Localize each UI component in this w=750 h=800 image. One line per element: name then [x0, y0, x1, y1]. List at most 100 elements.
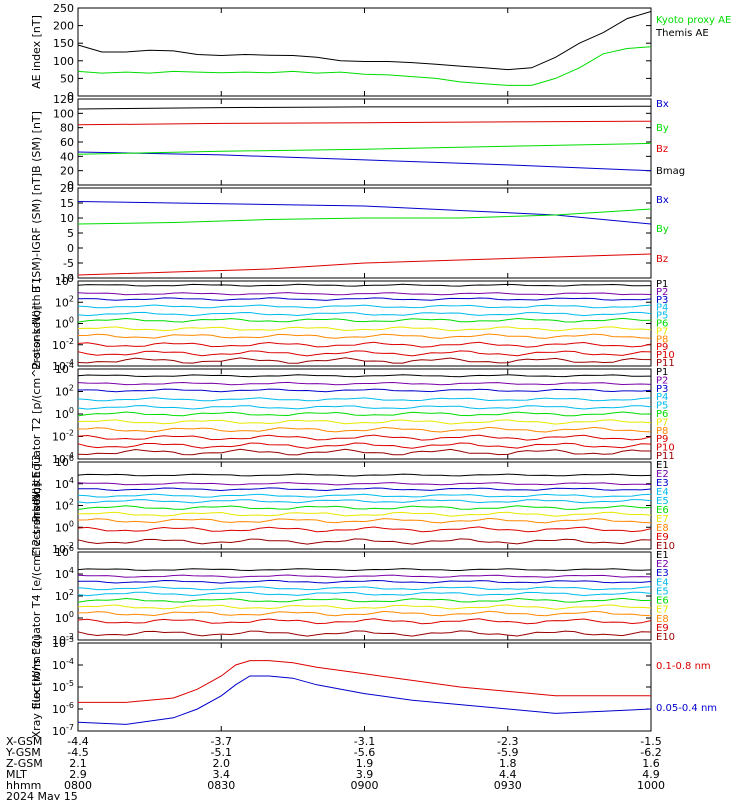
- series-line-p1: [77, 283, 652, 287]
- footer-row-label: Z-GSM: [6, 757, 43, 770]
- legend-entry-e1: E1: [656, 460, 669, 471]
- legend-entry-p7: P7: [656, 326, 668, 337]
- y-tick-label: 10-3: [52, 635, 74, 650]
- footer-value-hhmm: 0900: [351, 779, 379, 792]
- series-line-p6: [77, 317, 652, 323]
- legend-entry-e7: E7: [656, 605, 669, 616]
- y-tick-label: 80: [60, 122, 74, 135]
- series-line-bx: [77, 151, 652, 172]
- y-tick-label: -5: [63, 257, 74, 270]
- series-line-e10: [77, 630, 652, 637]
- footer-value-hhmm: 1000: [637, 779, 665, 792]
- legend-entry-p9: P9: [656, 342, 668, 353]
- footer-row-label: X-GSM: [6, 735, 42, 748]
- legend-entry-p10: P10: [656, 350, 675, 361]
- series-line-p1: [77, 374, 652, 378]
- y-tick-label: 0: [67, 179, 74, 192]
- legend-entry-e6: E6: [656, 505, 669, 516]
- series-line-e1: [77, 568, 652, 572]
- series-line-e6: [77, 597, 652, 603]
- legend-entry-e2: E2: [656, 559, 669, 570]
- series-line-p9: [77, 341, 652, 348]
- y-tick-label: 104: [55, 476, 74, 491]
- footer-value-x: -3.7: [211, 735, 232, 748]
- legend-entry-e4: E4: [656, 577, 669, 588]
- series-line-by: [77, 142, 652, 155]
- series-line-p5: [77, 311, 652, 317]
- series-line-p10: [77, 350, 652, 357]
- legend-entry-p11: P11: [656, 358, 675, 369]
- footer-row-label: hhmm: [6, 779, 41, 792]
- legend-entry-p2: P2: [656, 287, 668, 298]
- legend-entry-0-05-0-4-nm: 0.05-0.4 nm: [656, 703, 717, 714]
- legend-entry-p9: P9: [656, 434, 668, 445]
- series-line-e8: [77, 517, 652, 524]
- series-line-p3: [77, 297, 652, 301]
- footer-value-hhmm: 0830: [207, 779, 235, 792]
- y-tick-label: 10-4: [52, 657, 74, 672]
- series-line-p2: [77, 381, 652, 386]
- legend-entry-p8: P8: [656, 426, 668, 437]
- footer-value-x: -4.4: [67, 735, 88, 748]
- y-tick-label: 10-5: [52, 679, 74, 694]
- footer-value-mlt: 4.4: [499, 768, 517, 781]
- legend-entry-themis-ae: Themis AE: [655, 28, 709, 39]
- legend-entry-p3: P3: [656, 295, 668, 306]
- legend-entry-p7: P7: [656, 417, 668, 428]
- y-tick-label: 250: [53, 2, 74, 15]
- series-line-bmag: [77, 105, 652, 110]
- y-tick-label: 100: [55, 519, 74, 534]
- series-line-e7: [77, 604, 652, 610]
- y-tick-label: 10: [60, 212, 74, 225]
- footer-value-hhmm: 0930: [494, 779, 522, 792]
- footer-value-z: 2.0: [213, 757, 231, 770]
- legend-entry-e3: E3: [656, 478, 669, 489]
- legend-entry-p6: P6: [656, 409, 668, 420]
- series-line-e4: [77, 586, 652, 591]
- series-line-e1: [77, 473, 652, 477]
- y-axis-label: Electrons Equator T4 [e/(cm^2-s-sr-keV)]: [30, 483, 43, 709]
- y-tick-label: 100: [55, 406, 74, 421]
- series-line-p11: [77, 448, 651, 456]
- legend-entry-p8: P8: [656, 334, 668, 345]
- footer-value-z: 1.9: [356, 757, 374, 770]
- legend-entry-0-1-0-8-nm: 0.1-0.8 nm: [656, 661, 711, 672]
- y-tick-label: 0: [67, 90, 74, 103]
- series-line-p5: [77, 405, 652, 410]
- y-axis-label: Electrons North T3: [30, 454, 43, 556]
- y-tick-label: 10-2: [52, 337, 74, 352]
- series-line-e10: [77, 538, 652, 545]
- series-line-e9: [77, 526, 652, 533]
- series-line-bx: [77, 201, 652, 225]
- footer-value-y: -5.6: [354, 746, 375, 759]
- y-tick-label: 5: [67, 227, 74, 240]
- legend-entry-p1: P1: [656, 367, 668, 378]
- y-tick-label: 102: [55, 384, 74, 399]
- y-tick-label: 104: [55, 273, 74, 288]
- series-line-e7: [77, 511, 652, 517]
- series-line-e5: [77, 591, 652, 597]
- y-tick-label: 104: [55, 566, 74, 581]
- y-tick-label: 100: [55, 316, 74, 331]
- footer-value-mlt: 3.4: [213, 768, 231, 781]
- footer-value-z: 1.6: [642, 757, 660, 770]
- legend-entry-e3: E3: [656, 568, 669, 579]
- footer-value-mlt: 3.9: [356, 768, 374, 781]
- series-line-themis-ae: [77, 11, 652, 71]
- y-tick-label: 10-2: [52, 541, 74, 556]
- panel-8: 10-7 10-6 10-5 10-4 10-3 Xray flux [W/m^2] 0.1…: [30, 635, 717, 738]
- legend-entry-e9: E9: [656, 532, 669, 543]
- y-tick-label: 120: [53, 93, 74, 106]
- legend-entry-e8: E8: [656, 523, 669, 534]
- panel-6: 10-2 100 102 104 106 Electrons North T3 E1E2E3…: [30, 454, 675, 557]
- footer-value-y: -5.1: [211, 746, 232, 759]
- y-tick-label: 20: [60, 165, 74, 178]
- y-tick-label: 20: [60, 182, 74, 195]
- series-line-e3: [77, 579, 652, 584]
- legend-entry-e8: E8: [656, 614, 669, 625]
- legend-entry-bx: Bx: [656, 99, 669, 110]
- y-tick-label: 150: [53, 37, 74, 50]
- series-line-p4: [77, 397, 652, 402]
